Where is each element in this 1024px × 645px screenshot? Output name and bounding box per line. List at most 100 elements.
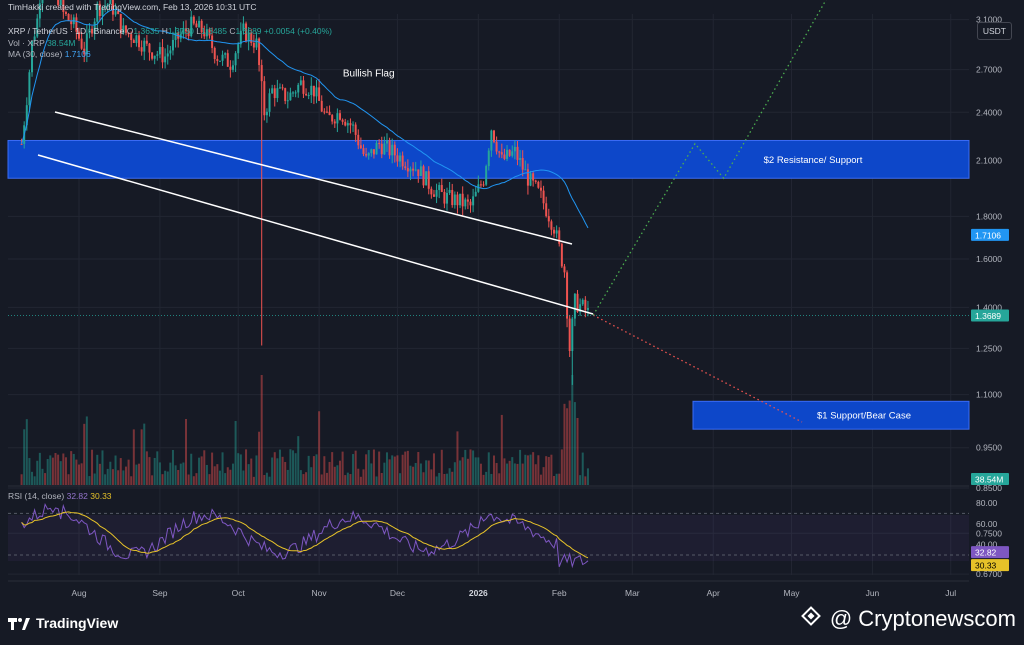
volume-bar: [250, 458, 253, 485]
candle-body: [36, 18, 39, 37]
volume-bar: [320, 474, 323, 485]
ma-legend[interactable]: MA (30, close) 1.7106: [8, 49, 91, 59]
candle-body: [312, 85, 315, 97]
x-tick-label: Aug: [71, 588, 86, 598]
candle-body: [273, 88, 276, 99]
volume-bar: [185, 418, 188, 485]
close-value: 1.3689: [235, 26, 262, 36]
volume-bar: [114, 455, 117, 485]
symbol-label[interactable]: XRP / TetherUS · 1D · Binance: [8, 26, 125, 36]
candle-body: [278, 87, 281, 89]
currency-button[interactable]: USDT: [976, 22, 1012, 40]
candle-body: [88, 28, 91, 34]
volume-bar: [328, 461, 331, 485]
volume-bar: [166, 471, 169, 485]
tradingview-brand[interactable]: TradingView: [8, 615, 118, 631]
ma-price-badge-text: 1.7106: [975, 230, 1001, 240]
candle-body: [127, 32, 130, 35]
candle-body: [276, 88, 279, 99]
volume-bar: [414, 462, 417, 485]
volume-bar: [278, 449, 281, 485]
volume-bar: [383, 462, 386, 485]
volume-bar: [70, 451, 73, 485]
rsi-legend[interactable]: RSI (14, close) 32.82 30.33: [8, 491, 112, 501]
candle-body: [310, 85, 313, 96]
candle-body: [174, 32, 177, 40]
candle-body: [158, 47, 161, 55]
candle-body: [148, 43, 151, 53]
volume-bar: [451, 471, 454, 485]
y-tick-label: 1.8000: [976, 211, 1002, 221]
ma-value: 1.7106: [64, 49, 91, 59]
volume-bar: [566, 408, 569, 485]
volume-bar: [271, 457, 274, 485]
candle-body: [20, 143, 23, 145]
volume-bar: [265, 472, 268, 485]
candle-body: [218, 60, 221, 62]
volume-bar: [427, 460, 430, 485]
candle-body: [166, 53, 169, 57]
zone-label: $1 Support/Bear Case: [817, 411, 911, 422]
volume-bar: [208, 474, 211, 485]
candle-body: [516, 146, 519, 160]
volume-bar: [78, 464, 80, 485]
volume-bar: [156, 451, 159, 485]
volume-bar: [508, 460, 511, 485]
candle-body: [349, 123, 352, 126]
candle-body: [57, 0, 60, 6]
volume-bar: [318, 411, 321, 485]
candle-body: [78, 31, 80, 39]
candle-body: [323, 111, 326, 113]
candle-body: [537, 181, 540, 188]
volume-bar: [412, 466, 415, 485]
volume-bar: [85, 416, 88, 485]
volume-bar: [190, 453, 193, 485]
candle-body: [446, 192, 449, 204]
candle-body: [453, 194, 456, 206]
volume-bar: [417, 451, 420, 485]
volume-bar: [438, 472, 441, 485]
volume-bar: [119, 458, 122, 485]
volume-bar: [537, 455, 540, 485]
candle-body: [469, 201, 472, 206]
candle-body: [550, 221, 553, 230]
candle-body: [111, 0, 114, 15]
candle-body: [156, 54, 159, 56]
candle-body: [211, 35, 214, 48]
volume-bar: [122, 470, 125, 485]
y-tick-label: 0.6700: [976, 569, 1002, 579]
candle-body: [479, 184, 482, 186]
volume-bar: [192, 476, 195, 485]
candle-body: [203, 32, 206, 37]
candle-body: [187, 31, 190, 37]
volume-legend[interactable]: Vol · XRP 38.54M: [8, 38, 76, 48]
x-tick-label: Jul: [945, 588, 956, 598]
volume-bar: [72, 453, 75, 485]
candle-body: [80, 38, 83, 49]
candle-body: [383, 143, 386, 155]
volume-bar: [96, 454, 99, 485]
volume-bar: [550, 454, 553, 485]
volume-bar: [132, 429, 135, 485]
volume-bar: [482, 474, 485, 485]
volume-bar: [83, 423, 86, 485]
candle-body: [365, 154, 368, 156]
candle-body: [532, 173, 535, 181]
volume-bar: [41, 468, 44, 485]
volume-bar: [216, 464, 219, 485]
candle-body: [511, 151, 514, 156]
high-value: 1.3730: [167, 26, 194, 36]
candle-body: [474, 191, 477, 197]
volume-bar: [573, 402, 576, 485]
candle-body: [566, 272, 569, 319]
candle-body: [25, 105, 28, 126]
rsi-ma-value: 30.33: [90, 491, 112, 501]
candle-body: [508, 149, 511, 156]
candle-body: [263, 81, 266, 116]
volume-bar: [388, 459, 391, 485]
volume-bar: [354, 450, 357, 485]
candle-body: [245, 23, 248, 42]
volume-bar: [177, 470, 180, 485]
volume-bar: [516, 463, 519, 485]
